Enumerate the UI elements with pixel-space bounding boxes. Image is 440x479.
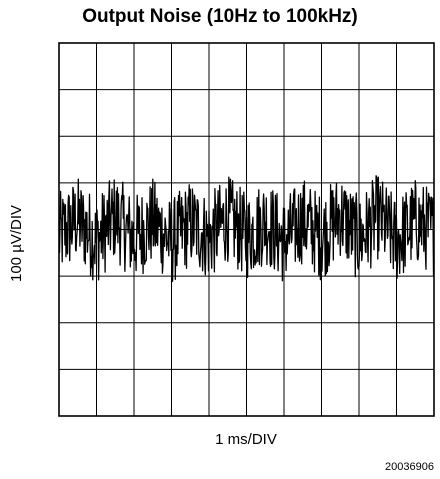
plot-frame [58,42,435,417]
noise-trace [58,175,435,282]
x-axis-label: 1 ms/DIV [215,431,277,448]
figure-id: 20036906 [385,461,434,473]
chart-title: Output Noise (10Hz to 100kHz) [82,6,358,27]
